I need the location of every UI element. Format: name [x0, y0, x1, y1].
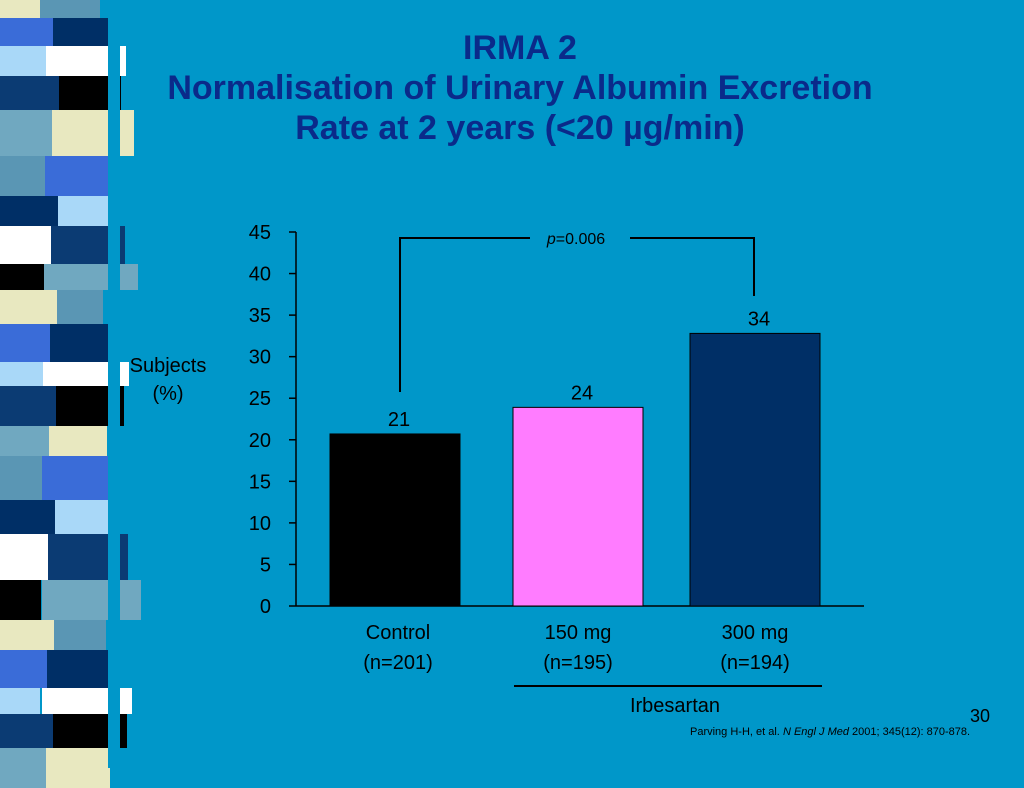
stripe-segment	[0, 688, 40, 714]
slide-title: IRMA 2 Normalisation of Urinary Albumin …	[40, 28, 1000, 148]
y-tick-label: 30	[249, 347, 271, 369]
y-tick-label: 25	[249, 388, 271, 410]
category-label-line-2: (n=194)	[720, 652, 790, 674]
stripe-segment	[0, 156, 45, 196]
stripe-segment	[0, 386, 56, 426]
category-label-line-2: (n=195)	[543, 652, 613, 674]
stripe-segment	[0, 110, 52, 156]
page-number: 30	[969, 706, 991, 726]
stripe-segment	[42, 580, 141, 620]
stripe-segment	[0, 290, 57, 324]
stripe-segment	[0, 46, 46, 76]
significance-bracket-left	[399, 237, 530, 392]
category-label-line-2: (n=201)	[363, 652, 433, 674]
bar-data-label: 24	[571, 382, 593, 404]
stripe-segment	[0, 714, 53, 748]
category-label-control: Control (n=201)	[318, 618, 478, 678]
stripe-segment	[0, 650, 47, 688]
stripe-segment	[0, 456, 42, 500]
y-tick-label: 35	[249, 305, 271, 327]
category-label-line-1: 300 mg	[721, 622, 789, 644]
y-tick-label: 10	[249, 513, 271, 535]
stripe-segment	[0, 426, 49, 456]
stripe-segment	[0, 196, 58, 226]
bar-chart: 0 5 10 15 20 25 30 35 40 45 21 24 34 p=0.006	[249, 222, 864, 687]
stripe-segment	[42, 156, 117, 196]
y-tick-label: 45	[249, 222, 271, 244]
stripe-segment	[0, 362, 43, 386]
category-label-150mg: 150 mg (n=195)	[498, 618, 658, 678]
y-tick-label: 5	[260, 554, 271, 576]
citation: Parving H-H, et al. N Engl J Med 2001; 3…	[690, 726, 1010, 738]
citation-details: 2001; 345(12): 870-878.	[852, 726, 971, 738]
title-line-3: Rate at 2 years (<20 µg/min)	[295, 109, 745, 147]
significance-bracket-right	[630, 237, 755, 296]
stripe-segment	[0, 264, 44, 290]
y-axis-label-line-1: Subjects	[129, 355, 207, 377]
y-tick-label: 15	[249, 471, 271, 493]
y-tick-label: 20	[249, 430, 271, 452]
stripe-segment	[0, 18, 53, 46]
citation-authors: Parving H-H, et al.	[690, 726, 780, 738]
stripe-segment	[42, 456, 120, 500]
title-line-1: IRMA 2	[463, 29, 577, 67]
bar	[689, 332, 821, 607]
bar-data-label: 34	[748, 308, 770, 330]
stripe-segment	[0, 324, 50, 362]
stripe-segment	[42, 264, 138, 290]
y-tick-label: 40	[249, 264, 271, 286]
group-label-irbesartan: Irbesartan	[629, 695, 721, 717]
citation-journal: N Engl J Med	[782, 726, 849, 738]
stripe-segment	[36, 650, 119, 688]
title-line-2: Normalisation of Urinary Albumin Excreti…	[167, 69, 873, 107]
stripe-segment	[0, 534, 48, 580]
bar	[512, 406, 644, 607]
stripe-segment	[0, 620, 54, 650]
bar-data-label: 21	[388, 409, 410, 431]
decorative-stripe-bar	[0, 0, 141, 788]
p-value-annotation: p=0.006	[546, 231, 605, 248]
stripe-segment	[0, 0, 40, 18]
stripe-segment	[30, 0, 100, 18]
stripe-segment	[0, 226, 51, 264]
category-label-line-1: 150 mg	[544, 622, 612, 644]
stripe-edge	[108, 0, 120, 768]
y-axis-label: Subjects (%)	[118, 352, 218, 408]
bar	[329, 433, 461, 607]
y-axis-label-line-2: (%)	[152, 383, 184, 405]
stripe-segment	[0, 580, 41, 620]
stripe-segment	[0, 500, 55, 534]
y-tick-label: 0	[260, 596, 271, 618]
category-label-line-1: Control	[365, 622, 431, 644]
stripe-segment	[0, 76, 59, 110]
category-label-300mg: 300 mg (n=194)	[675, 618, 835, 678]
